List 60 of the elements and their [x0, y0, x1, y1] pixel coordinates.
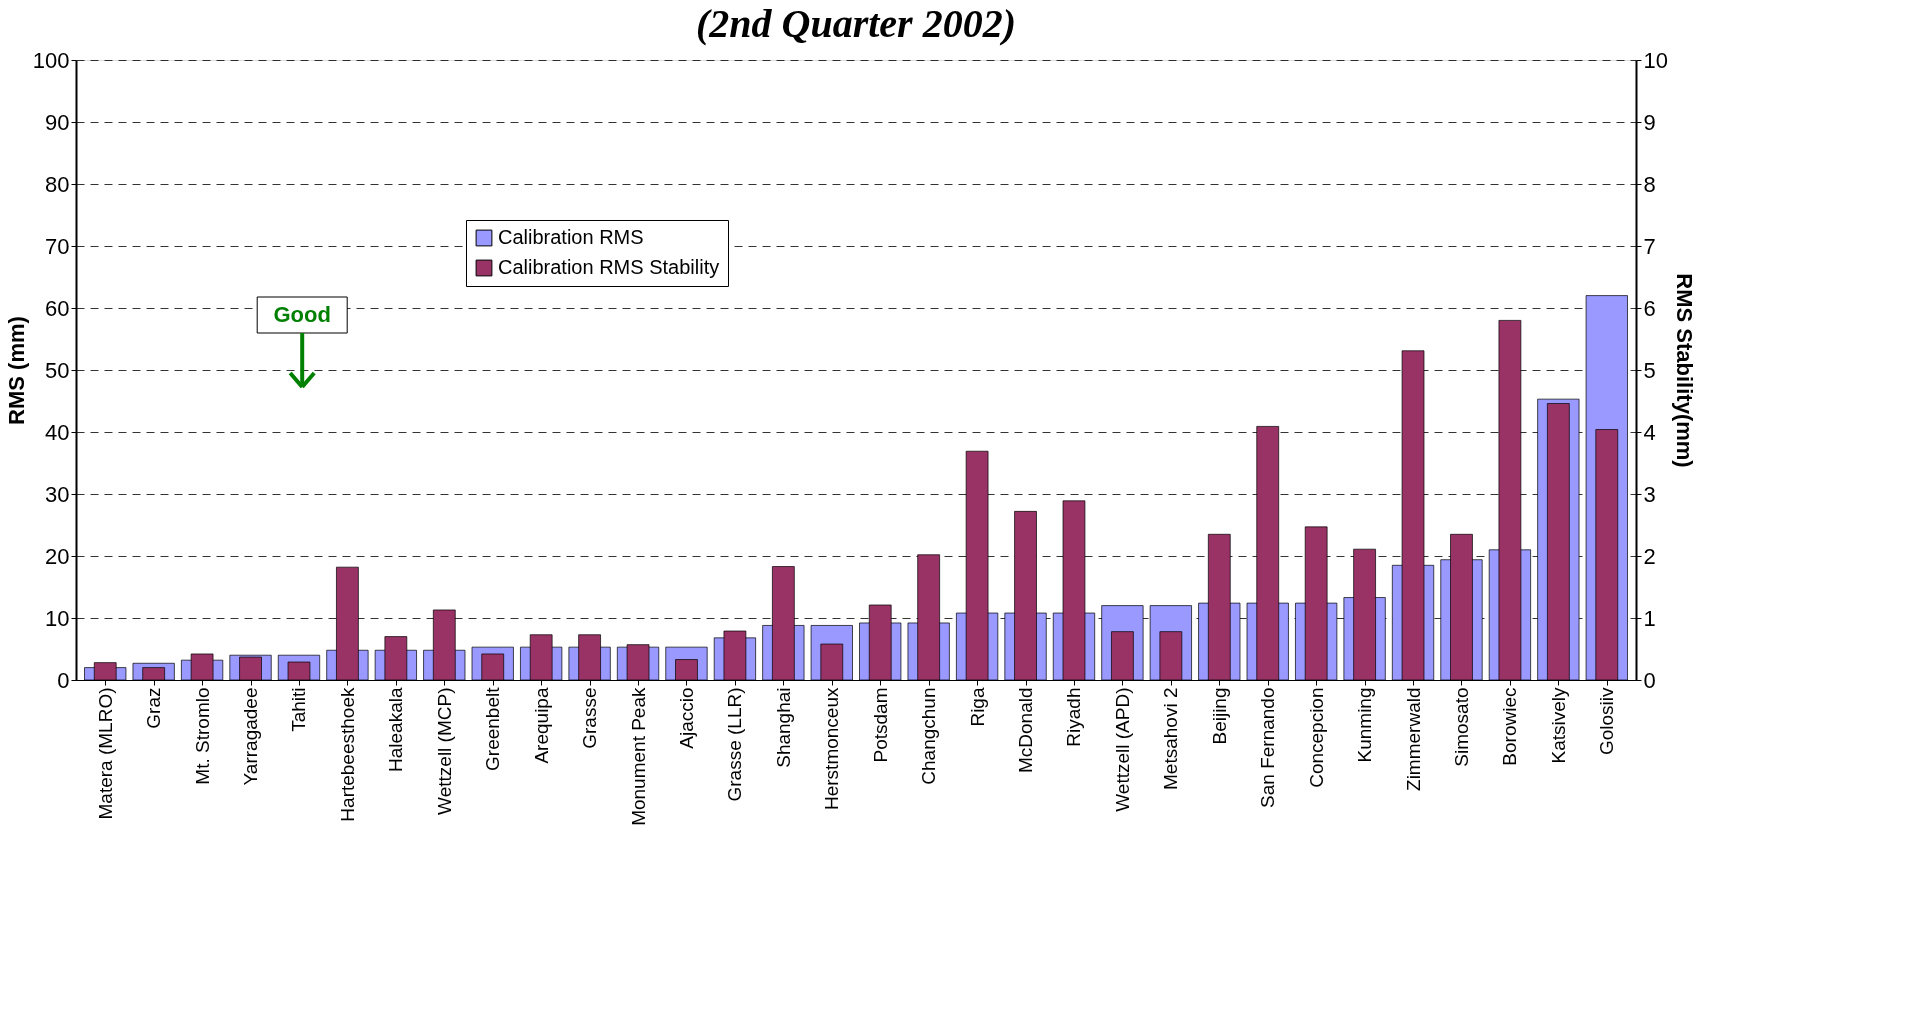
y2-tick-label: 10: [1643, 47, 1668, 73]
x-tick-label: Wettzell (MCP): [433, 687, 455, 815]
y2-tick-label: 0: [1643, 667, 1656, 693]
x-tick-label: Monument Peak: [627, 687, 649, 826]
legend-label: Calibration RMS: [498, 226, 644, 248]
x-tick-label: Changchun: [918, 687, 940, 785]
x-tick-label: Golosiiv: [1596, 687, 1618, 756]
x-tick-label: Borowiec: [1499, 687, 1521, 766]
x-tick-label: Ajaccio: [675, 687, 697, 749]
y-tick-label: 40: [45, 419, 70, 445]
x-tick-label: Greenbelt: [482, 686, 504, 771]
x-tick-label: San Fernando: [1257, 687, 1279, 808]
x-tick-label: McDonald: [1015, 687, 1037, 774]
x-tick-label: Riga: [966, 687, 988, 727]
x-tick-label: Riyadh: [1063, 687, 1085, 747]
y2-tick-label: 7: [1643, 233, 1656, 259]
annotation: Good: [273, 302, 331, 327]
x-tick-label: Beijing: [1208, 687, 1230, 745]
y-tick-label: 90: [45, 109, 70, 135]
y-tick-label: 10: [45, 605, 70, 631]
legend-label: Calibration RMS Stability: [498, 256, 720, 278]
x-tick-label: Hartebeesthoek: [336, 687, 358, 822]
y2-tick-label: 2: [1643, 543, 1656, 569]
y-tick-label: 30: [45, 481, 70, 507]
x-tick-label: Matera (MLRO): [94, 687, 116, 820]
x-tick-label: Simosato: [1450, 687, 1472, 767]
x-tick-label: Grasse (LLR): [724, 687, 746, 802]
x-tick-label: Zimmerwald: [1402, 687, 1424, 791]
y-tick-label: 80: [45, 171, 70, 197]
y-tick-label: 20: [45, 543, 70, 569]
y2-tick-label: 8: [1643, 171, 1656, 197]
y-tick-label: 100: [32, 47, 70, 73]
y-tick-label: 70: [45, 233, 70, 259]
y2-tick-label: 6: [1643, 295, 1656, 321]
y2-axis-title: RMS Stability(mm): [1671, 273, 1697, 468]
y2-tick-label: 1: [1643, 605, 1656, 631]
x-tick-label: Grasse: [579, 687, 601, 749]
x-tick-label: Kunming: [1354, 687, 1376, 763]
y-tick-label: 0: [57, 667, 70, 693]
y-tick-label: 50: [45, 357, 70, 383]
x-tick-label: Concepcion: [1305, 687, 1327, 788]
x-tick-label: Tahiti: [288, 687, 310, 732]
y2-tick-label: 5: [1643, 357, 1656, 383]
x-tick-label: Haleakala: [385, 687, 407, 772]
y2-tick-label: 9: [1643, 109, 1656, 135]
chart-title: (2nd Quarter 2002): [695, 1, 1017, 46]
x-tick-label: Potsdam: [869, 687, 891, 763]
x-tick-label: Graz: [143, 687, 165, 729]
x-tick-label: Herstmonceux: [821, 687, 843, 810]
y-axis-title: RMS (mm): [3, 316, 29, 425]
y2-tick-label: 4: [1643, 419, 1656, 445]
x-tick-label: Metsahovi 2: [1160, 687, 1182, 790]
x-tick-label: Shanghai: [772, 687, 794, 768]
x-tick-label: Mt. Stromlo: [191, 687, 213, 785]
y-tick-label: 60: [45, 295, 70, 321]
x-tick-label: Wettzell (APD): [1111, 687, 1133, 812]
x-tick-label: Katsively: [1547, 687, 1569, 764]
x-tick-label: Arequipa: [530, 687, 552, 764]
x-tick-label: Yarragadee: [240, 687, 262, 786]
y2-tick-label: 3: [1643, 481, 1656, 507]
